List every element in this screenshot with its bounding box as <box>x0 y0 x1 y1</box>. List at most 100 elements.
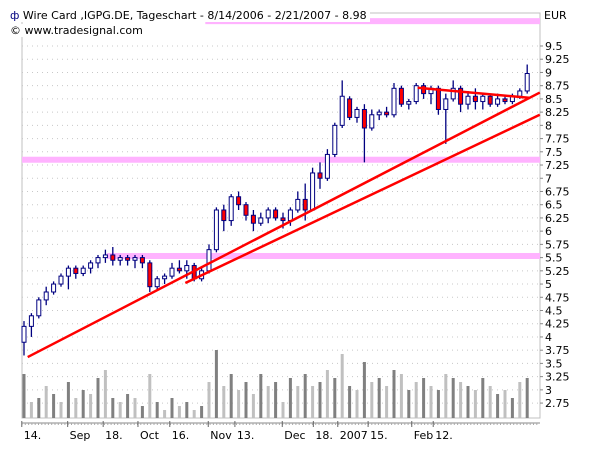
volume-bar <box>111 398 115 418</box>
candle-body <box>51 283 57 293</box>
candle-body <box>228 196 234 222</box>
volume-bar <box>251 394 255 418</box>
volume-bar <box>392 370 396 418</box>
volume-bar <box>207 382 211 418</box>
x-tick-label: 2007 <box>340 429 368 442</box>
volume-bar <box>133 398 137 418</box>
candle-body <box>125 257 131 261</box>
y-tick-label: 5.5 <box>545 252 563 265</box>
candle-body <box>58 275 64 285</box>
volume-bar <box>407 390 411 418</box>
horizontal-level <box>205 18 541 25</box>
volume-bar <box>37 398 41 418</box>
candle-body <box>480 95 486 103</box>
candle-body <box>487 95 493 105</box>
volume-bar <box>525 378 529 418</box>
volume-bar <box>244 382 248 418</box>
candle-body <box>332 124 338 155</box>
plot-frame <box>21 12 541 419</box>
y-tick-label: 8.5 <box>545 93 563 106</box>
x-tick-label: 18. <box>315 429 333 442</box>
y-tick-label: 7.25 <box>545 159 570 172</box>
volume-bar <box>214 350 218 418</box>
candle-body <box>184 265 190 272</box>
volume-bar <box>303 374 307 418</box>
volume-bar <box>385 386 389 418</box>
candle-body <box>324 153 330 179</box>
candle-body <box>154 278 160 288</box>
volume-bar <box>103 370 107 418</box>
horizontal-level <box>106 253 540 260</box>
y-tick-label: 5 <box>545 278 552 291</box>
volume-bar <box>503 390 507 418</box>
y-tick-label: 6.25 <box>545 212 570 225</box>
volume-bar <box>74 398 78 418</box>
volume-bar <box>163 410 167 418</box>
volume-bar <box>466 386 470 418</box>
candle-body <box>117 257 123 261</box>
candle-body <box>176 267 182 272</box>
candle-body <box>206 249 212 272</box>
x-tick-label: 16. <box>172 429 190 442</box>
volume-bar <box>311 386 315 418</box>
volume-bar <box>436 390 440 418</box>
volume-bar <box>140 406 144 418</box>
volume-bar <box>296 386 300 418</box>
y-tick-label: 3.75 <box>545 344 570 357</box>
candle-body <box>243 204 249 216</box>
candle-body <box>339 95 345 126</box>
candle-body <box>88 262 94 269</box>
volume-bar <box>274 382 278 418</box>
volume-bar <box>185 402 189 418</box>
y-tick-label: 8.75 <box>545 80 570 93</box>
candle-body <box>302 198 308 211</box>
volume-bar <box>496 394 500 418</box>
volume-bar <box>481 378 485 418</box>
volume-bar <box>459 382 463 418</box>
volume-bar <box>192 410 196 418</box>
candle-body <box>369 114 375 129</box>
y-tick-label: 4.75 <box>545 291 570 304</box>
x-tick-label: 14. <box>24 429 41 442</box>
candle-body <box>287 209 293 222</box>
candle-body <box>443 98 449 110</box>
volume-bar <box>237 390 241 418</box>
candle-body <box>376 111 382 116</box>
volume-bar <box>22 374 26 418</box>
volume-bar <box>288 378 292 418</box>
volume-bar <box>81 390 85 418</box>
volume-bar <box>325 370 329 418</box>
candle-body <box>391 87 397 116</box>
instrument-icon: ф <box>10 9 23 22</box>
y-tick-label: 6.5 <box>545 199 563 212</box>
candle-body <box>384 111 390 116</box>
candle-body <box>465 95 471 105</box>
volume-bar <box>148 374 152 418</box>
candle-body <box>472 95 478 103</box>
y-tick-label: 5.75 <box>545 238 570 251</box>
candle-body <box>110 254 116 261</box>
y-tick-label: 4 <box>545 331 552 344</box>
candle-body <box>398 87 404 105</box>
y-tick-label: 6 <box>545 225 552 238</box>
volume-bar <box>444 374 448 418</box>
candle-body <box>435 87 441 110</box>
volume-bar <box>52 394 56 418</box>
candle-body <box>258 217 264 224</box>
candle-body <box>65 267 71 277</box>
candle-body <box>147 262 153 288</box>
y-tick-label: 4.5 <box>545 305 563 318</box>
candle-body <box>132 257 138 261</box>
x-tick-label: 15. <box>370 429 388 442</box>
volume-bar <box>488 386 492 418</box>
volume-bar <box>355 390 359 418</box>
copyright: © www.tradesignal.com <box>10 24 146 37</box>
x-tick-label: Feb <box>414 429 433 442</box>
candle-body <box>450 87 456 100</box>
horizontal-level <box>22 156 540 163</box>
volume-bar <box>451 378 455 418</box>
y-tick-label: 3.25 <box>545 371 570 384</box>
y-tick-label: 7.5 <box>545 146 563 159</box>
